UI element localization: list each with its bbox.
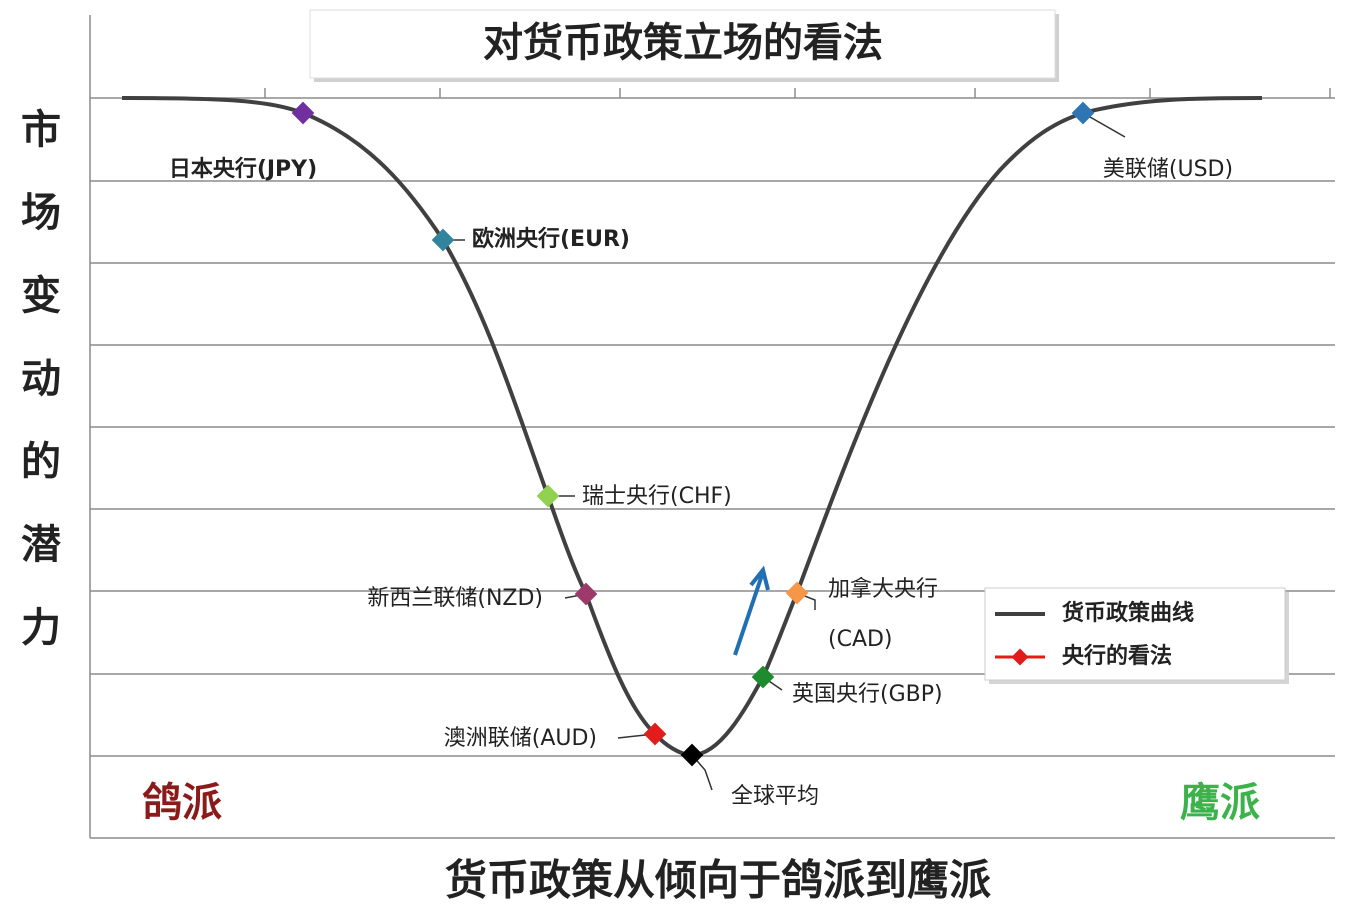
arrow-head [749, 565, 770, 591]
node-sublabel: (CAD) [828, 627, 893, 652]
node-label: 瑞士央行(CHF) [582, 484, 732, 509]
grid [89, 15, 1335, 839]
node-label: 澳洲联储(AUD) [444, 726, 597, 751]
hawk-label: 鹰派 [1180, 780, 1260, 826]
policy-curve [121, 96, 1263, 758]
legend-box [984, 587, 1286, 681]
y-axis-label: 市场变动的潜力 [14, 108, 61, 689]
node-label: 英国央行(GBP) [792, 682, 943, 707]
title: 对货币政策立场的看法 [483, 20, 883, 66]
title-box [309, 9, 1056, 79]
arrow [733, 574, 764, 656]
node-label: 新西兰联储(NZD) [367, 586, 543, 611]
node-label: 美联储(USD) [1103, 157, 1233, 182]
dove-label: 鸽派 [142, 780, 222, 826]
node-label: 加拿大央行 [828, 576, 938, 602]
node-label: 全球平均 [731, 784, 819, 809]
x-axis-label: 货币政策从倾向于鸽派到鹰派 [445, 856, 991, 905]
legend-label: 央行的看法 [1062, 643, 1172, 669]
legend: 货币政策曲线 央行的看法 [984, 587, 1289, 684]
node-label: 日本央行(JPY) [169, 156, 317, 182]
legend-label: 货币政策曲线 [1062, 600, 1194, 626]
node-label: 欧洲央行(EUR) [472, 226, 630, 252]
